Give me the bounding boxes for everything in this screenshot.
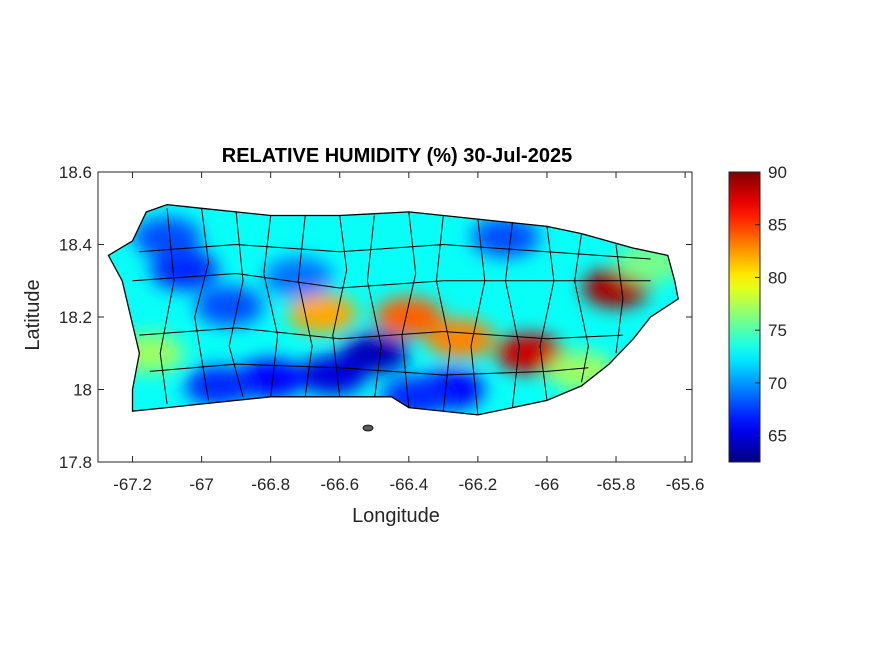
caja-de-muertos-island [362, 424, 374, 432]
island-outline [107, 203, 679, 416]
municipality-boundaries [132, 208, 651, 415]
humidity-cell [150, 249, 219, 290]
municipality-boundary [539, 226, 555, 401]
municipality-boundary [332, 215, 348, 397]
colorbar-axis: 65 70 75 80 85 90 [755, 163, 787, 446]
humidity-cell [195, 286, 264, 327]
municipality-boundary [139, 243, 651, 260]
x-tick-label: -67 [189, 475, 214, 494]
humidity-cell [288, 293, 357, 334]
colorbar-tick-label: 75 [768, 321, 787, 340]
x-axis-label: Longitude [352, 505, 440, 527]
municipality-boundary [574, 233, 589, 383]
y-tick-label: 18.4 [59, 236, 92, 255]
humidity-cell [495, 333, 564, 374]
municipality-boundary [504, 222, 520, 408]
municipality-boundary [297, 215, 313, 397]
x-tick-label: -66.8 [251, 475, 290, 494]
municipality-boundary [366, 215, 382, 401]
x-tick-label: -66 [535, 475, 560, 494]
municipality-boundary [435, 215, 451, 412]
colorbar-tick-label: 85 [768, 216, 787, 235]
humidity-cell [133, 217, 202, 258]
colorbar-tick-label: 80 [768, 268, 787, 287]
colorbar [728, 171, 761, 463]
humidity-cell [236, 358, 305, 399]
x-tick-label: -66.6 [320, 475, 359, 494]
y-axis: 17.8 18 18.2 18.4 18.6 [59, 163, 692, 472]
colorbar-tick-label: 65 [768, 427, 787, 446]
municipality-boundary [132, 272, 651, 289]
y-tick-label: 18.6 [59, 163, 92, 182]
x-tick-label: -66.2 [459, 475, 498, 494]
humidity-field [108, 204, 679, 415]
colorbar-tick-label: 70 [768, 374, 787, 393]
humidity-cell [184, 365, 253, 406]
y-axis-label: Latitude [22, 279, 44, 350]
chart-title: RELATIVE HUMIDITY (%) 30-Jul-2025 [222, 145, 572, 167]
municipality-boundary [470, 219, 486, 415]
y-tick-label: 18 [73, 381, 92, 400]
y-tick-label: 17.8 [59, 453, 92, 472]
y-tick-label: 18.2 [59, 308, 92, 327]
x-tick-label: -67.2 [113, 475, 152, 494]
humidity-cell [374, 297, 443, 337]
humidity-cell [298, 355, 367, 395]
municipality-boundary [139, 327, 623, 340]
colorbar-tick-label: 90 [768, 163, 787, 182]
municipality-boundary [228, 211, 244, 397]
x-axis: -67.2 -67 -66.8 -66.6 -66.4 -66.2 -66 -65.8 -65.… [113, 172, 704, 494]
x-tick-label: -65.6 [666, 475, 705, 494]
municipality-boundary [159, 208, 175, 405]
municipality-boundary [149, 363, 589, 376]
x-tick-label: -66.4 [389, 475, 428, 494]
humidity-cell [426, 318, 495, 359]
municipality-boundary [194, 208, 210, 401]
municipality-boundary [401, 211, 417, 408]
x-tick-label: -65.8 [597, 475, 636, 494]
